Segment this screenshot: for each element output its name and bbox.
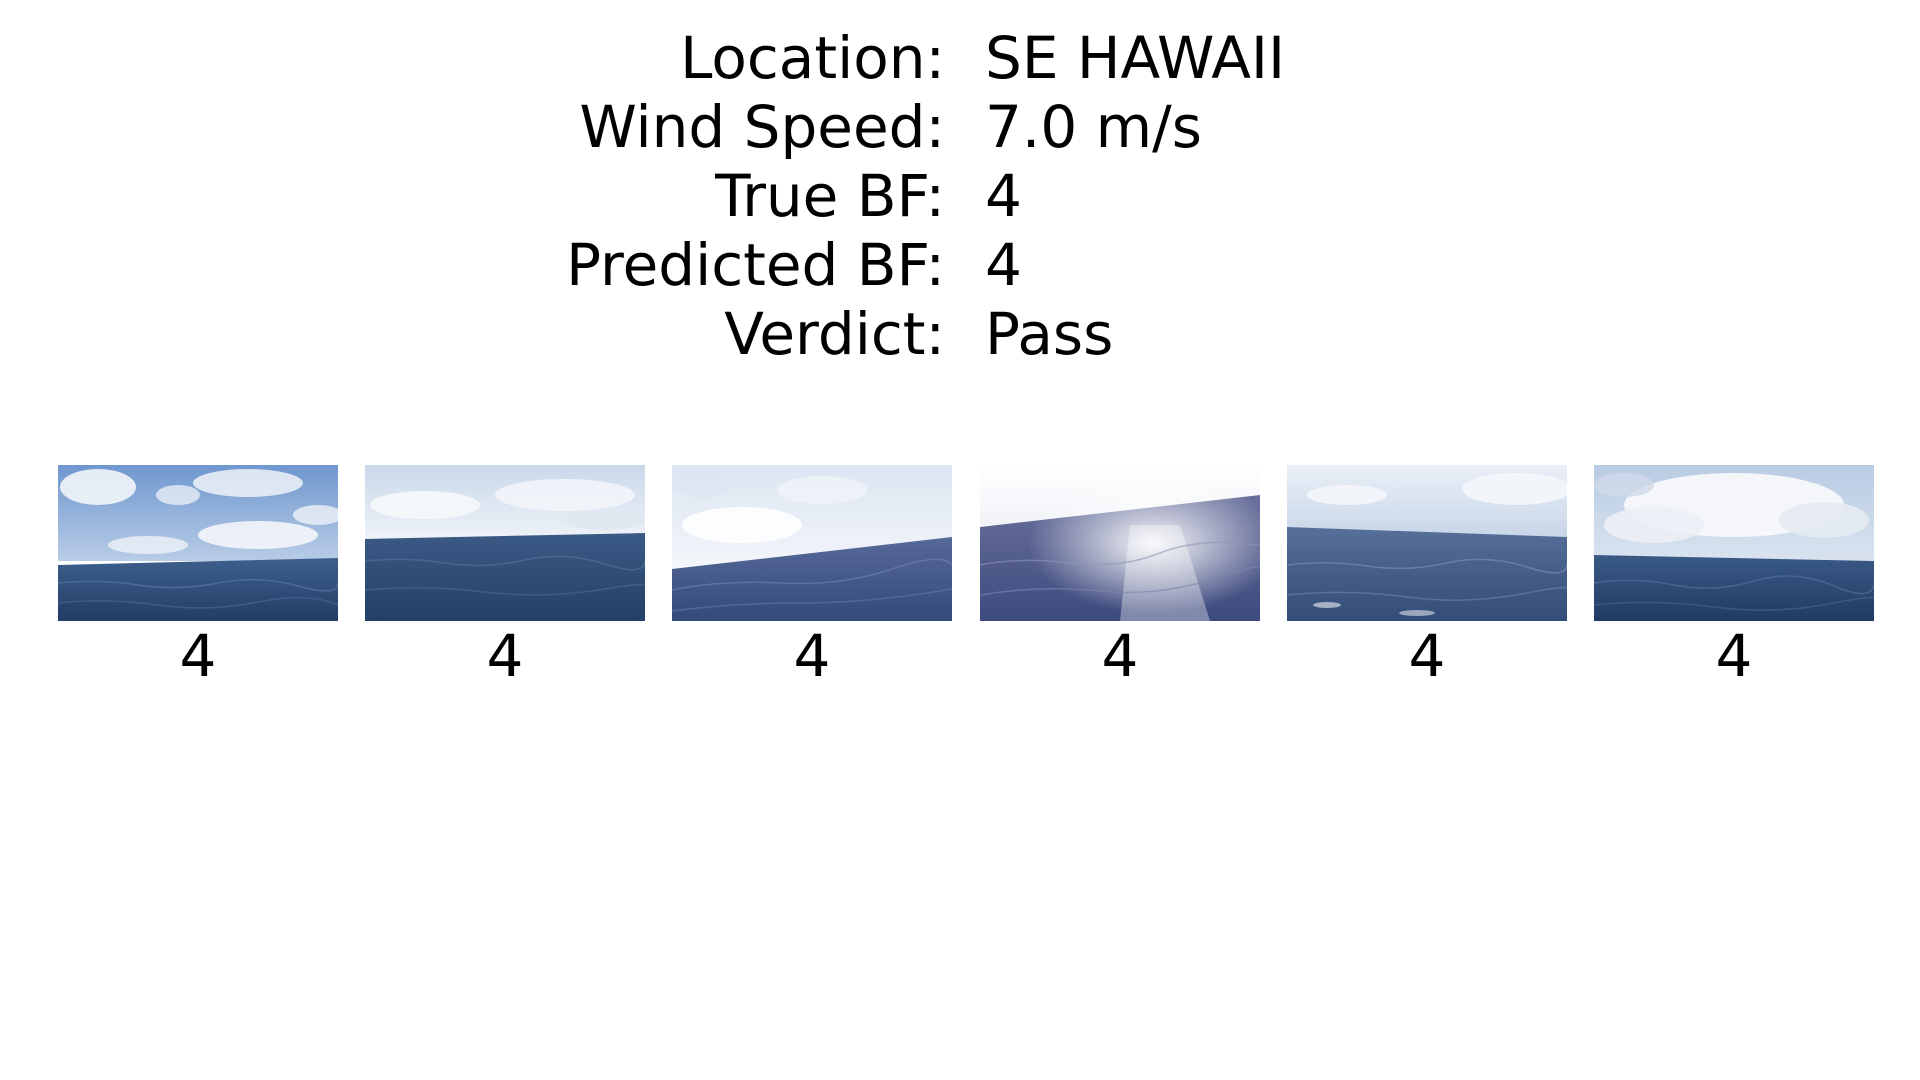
ocean-frame-1: 4 (58, 465, 338, 691)
ocean-frame-image-3 (672, 465, 952, 621)
frame-6-bf-label: 4 (1715, 622, 1753, 690)
true-bf-value: 4 (985, 162, 1022, 230)
info-row-predicted-bf: Predicted BF: 4 (0, 231, 1920, 300)
ocean-frame-image-2 (365, 465, 645, 621)
true-bf-label: True BF: (715, 162, 945, 230)
verdict-label: Verdict: (724, 300, 945, 368)
ocean-frame-3: 4 (672, 465, 952, 691)
location-value: SE HAWAII (985, 24, 1286, 92)
ocean-frame-5: 4 (1287, 465, 1567, 691)
ocean-frame-4: 4 (980, 465, 1260, 691)
info-row-true-bf: True BF: 4 (0, 162, 1920, 231)
info-row-location: Location: SE HAWAII (0, 24, 1920, 93)
wind-speed-label: Wind Speed: (579, 93, 945, 161)
frame-1-bf-label: 4 (179, 622, 217, 690)
frame-4-bf-label: 4 (1101, 622, 1139, 690)
ocean-frame-image-5 (1287, 465, 1567, 621)
frame-3-bf-label: 4 (793, 622, 831, 690)
ocean-frame-image-6 (1594, 465, 1874, 621)
ocean-frame-6: 4 (1594, 465, 1874, 691)
frame-5-bf-label: 4 (1408, 622, 1446, 690)
wind-speed-value: 7.0 m/s (985, 93, 1202, 161)
ocean-frame-2: 4 (365, 465, 645, 691)
predicted-bf-label: Predicted BF: (566, 231, 945, 299)
info-panel: Location: SE HAWAII Wind Speed: 7.0 m/s … (0, 24, 1920, 369)
frame-2-bf-label: 4 (486, 622, 524, 690)
location-label: Location: (680, 24, 945, 92)
ocean-frames-strip: 4 4 (58, 465, 1874, 695)
ocean-frame-image-4 (980, 465, 1260, 621)
verdict-value: Pass (985, 300, 1114, 368)
info-row-verdict: Verdict: Pass (0, 300, 1920, 369)
info-row-wind-speed: Wind Speed: 7.0 m/s (0, 93, 1920, 162)
predicted-bf-value: 4 (985, 231, 1022, 299)
ocean-frame-image-1 (58, 465, 338, 621)
